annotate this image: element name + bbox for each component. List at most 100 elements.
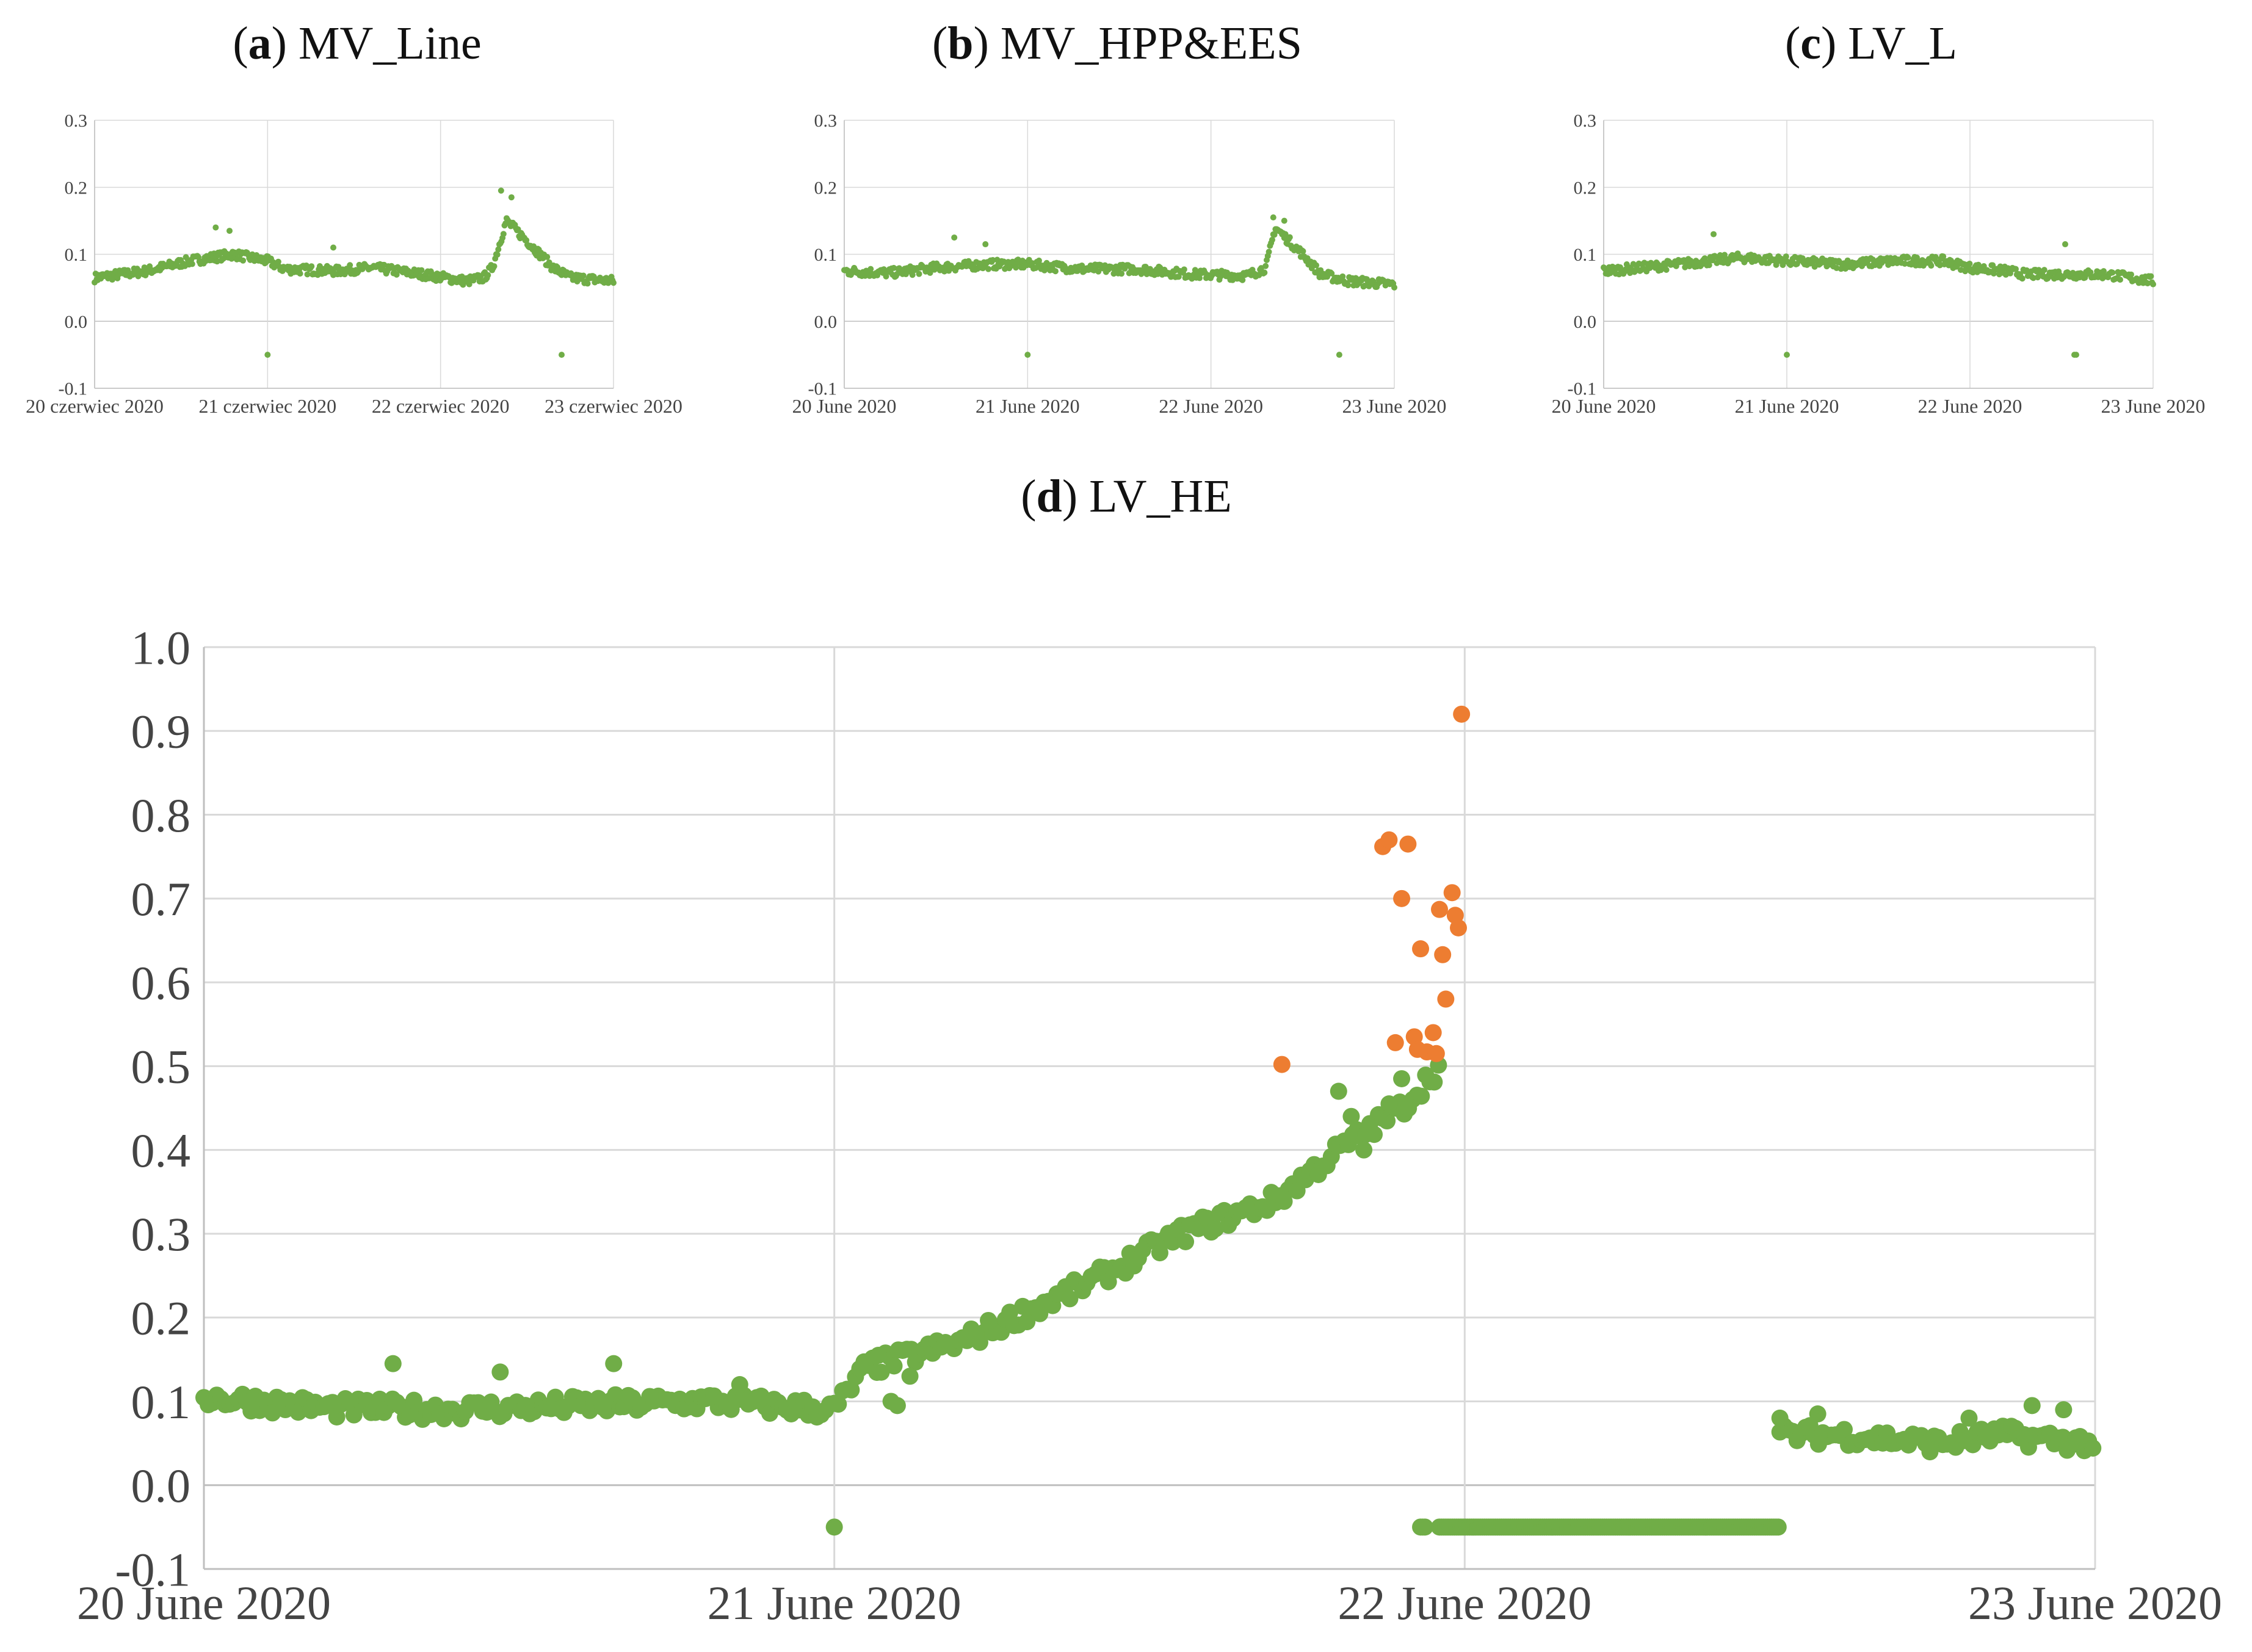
data-point-spike [1380,1095,1398,1113]
data-point [228,255,235,262]
data-point-spike [491,1363,509,1381]
data-point [1300,248,1306,255]
data-point [1663,267,1670,274]
data-point [1001,1303,1019,1321]
data-point-anomaly [1443,884,1461,902]
data-point-spike [1960,1409,1978,1427]
data-point-spike [1393,1070,1411,1087]
data-point-spike [731,1376,748,1393]
y-tick-label: -0.1 [115,1543,190,1596]
data-point [1181,266,1187,273]
x-tick-label: 23 czerwiec 2020 [545,395,682,417]
data-point-anomaly [1412,940,1430,958]
data-point-spike [2062,241,2068,248]
data-point [1197,275,1203,281]
data-point [842,1381,860,1399]
data-point [1013,264,1019,271]
x-tick-label: 21 June 2020 [1735,395,1839,417]
y-tick-label: 0.6 [131,956,191,1009]
data-point [909,272,916,278]
data-point [885,1357,903,1375]
data-point [485,272,491,278]
data-point [1964,1436,1982,1454]
data-point [1366,1126,1383,1143]
data-point-spike [951,234,958,241]
data-point-anomaly [1393,889,1411,907]
data-point [1061,1290,1079,1308]
data-point [125,267,131,274]
data-point [1425,1073,1443,1091]
data-point [1052,268,1059,275]
data-point [1905,254,1911,261]
data-point-anomaly [1453,705,1471,723]
data-point [1928,263,1935,269]
data-point-spike [1330,1082,1347,1100]
y-tick-label: 0.1 [1574,245,1597,265]
data-point [2109,269,2116,276]
data-point-spike [1711,231,1717,237]
x-tick-label: 21 June 2020 [708,1576,961,1629]
data-point [240,257,247,264]
y-tick-label: 0.3 [65,111,88,131]
data-point [1282,231,1289,237]
data-point [1835,1421,1853,1438]
y-tick-label: 0.0 [1574,312,1597,332]
y-tick-label: 0.2 [814,178,838,198]
data-point-anomaly [1399,835,1417,853]
y-tick-label: 0.3 [1574,111,1597,131]
data-point [916,270,922,277]
data-point [1413,1087,1430,1105]
data-point [1313,262,1320,269]
data-point [1261,269,1268,276]
data-point [830,1396,847,1413]
y-tick-label: -0.1 [59,379,88,399]
data-point [1239,277,1246,283]
y-tick-label: 1.0 [131,621,191,674]
y-tick-label: -0.1 [1568,379,1597,399]
data-point [1207,1220,1225,1237]
data-point [1783,253,1789,260]
x-tick-label: 20 June 2020 [77,1576,331,1629]
data-point [495,246,502,253]
data-point [883,273,889,280]
data-point [985,266,992,272]
data-point [1175,274,1182,280]
data-point [500,231,507,237]
data-point-spike [226,228,233,234]
y-tick-label: 0.1 [814,245,838,265]
x-tick-label: 21 June 2020 [976,395,1080,417]
x-tick-label: 20 June 2020 [1552,395,1656,417]
data-point [2084,1439,2102,1457]
data-point [872,1363,890,1381]
x-tick-label: 22 June 2020 [1159,395,1263,417]
data-point-anomaly [1434,946,1452,963]
data-point-spike [2055,1401,2073,1419]
data-point [2087,269,2094,276]
data-point-anomaly [1380,831,1398,849]
y-tick-label: 0.8 [131,789,191,842]
y-tick-label: 0.0 [814,312,838,332]
x-tick-label: 21 czerwiec 2020 [198,395,336,417]
data-point-missing [1769,1518,1787,1536]
data-point [494,252,501,258]
data-point [894,270,900,277]
y-tick-label: 0.9 [131,705,191,758]
y-tick-label: 0.2 [131,1291,191,1344]
data-point-spike [498,187,504,194]
data-point [2117,277,2123,283]
data-point-spike [1355,1141,1373,1159]
data-point [1269,236,1275,243]
panel-b-title: (b) MV_HPP&EES [932,18,1303,69]
data-point-spike [1281,217,1287,224]
data-point-anomaly [1386,1034,1404,1051]
y-tick-label: 0.2 [65,178,88,198]
data-point-anomaly [1437,990,1455,1008]
data-point [1966,260,1973,267]
data-point-outlier [1336,352,1342,358]
data-point-outlier [2073,352,2079,358]
chart-a: -0.1 0.0 0.1 0.2 0.3 20 czerwiec 2020 21 czerw… [26,111,682,418]
data-point [2128,271,2134,278]
data-point [264,1404,281,1422]
chart-c: -0.1 0.0 0.1 0.2 0.3 20 June 2020 21 June 2020… [1552,111,2206,418]
